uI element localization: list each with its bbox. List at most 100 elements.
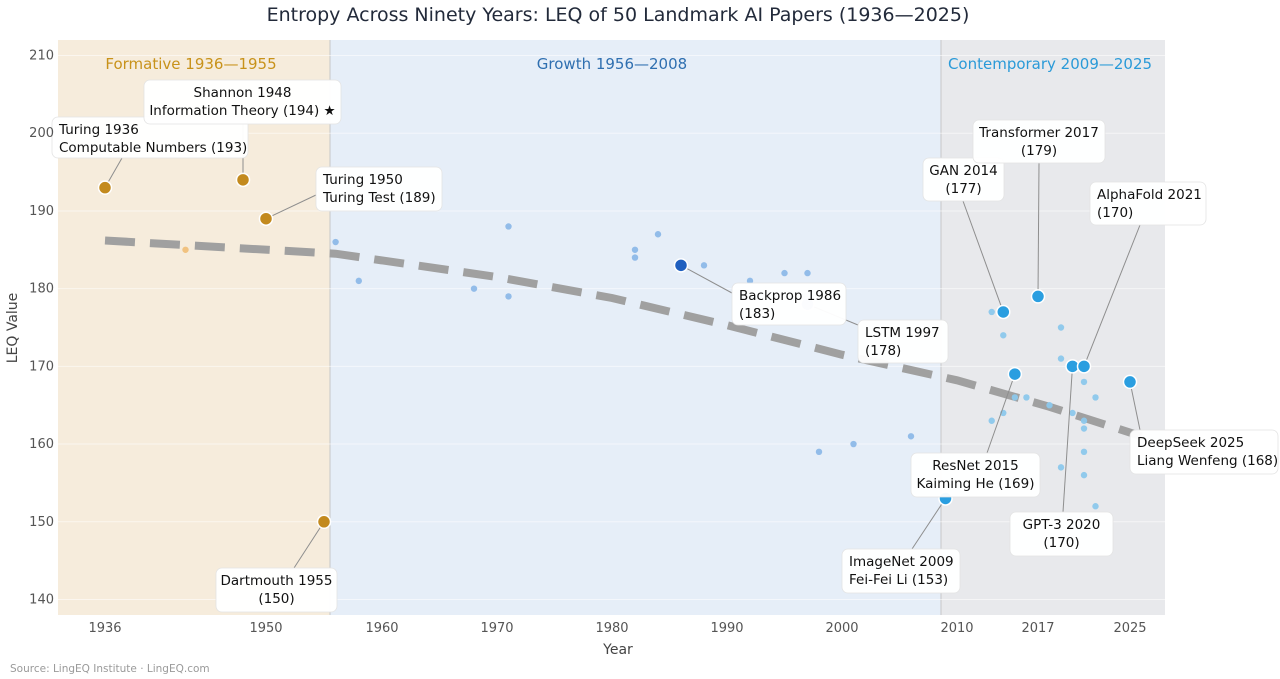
highlight-point-11	[1076, 359, 1092, 374]
scatter-point-31	[1080, 471, 1088, 479]
connector-2	[265, 194, 317, 220]
connector-12	[1129, 381, 1141, 431]
scatter-point-32	[1092, 394, 1099, 401]
annotation-text-9-1: (179)	[1021, 143, 1057, 159]
axes: 140 150 160 170 180 190 200 210 1936 1950 1960 1970…	[29, 49, 1146, 636]
annotation-11: AlphaFold 2021 (170)	[1089, 181, 1207, 226]
x-tick-label-7: 2010	[940, 621, 973, 636]
trend-line	[104, 236, 1143, 441]
annotation-10: GPT-3 2020 (170)	[1009, 511, 1114, 557]
scatter-point-21	[1023, 394, 1030, 401]
era-label-0: Formative 1936—1955	[105, 55, 276, 73]
annotation-box-9	[972, 119, 1106, 164]
annotation-box-12	[1129, 429, 1279, 475]
annotation-text-1-1: Information Theory (194) ★	[149, 103, 335, 119]
annotation-12: DeepSeek 2025 Liang Wenfeng (168)	[1129, 429, 1279, 475]
annotation-text-11-0: AlphaFold 2021	[1097, 187, 1202, 203]
scatter-point-17	[1000, 332, 1007, 339]
x-tick-label-8: 2017	[1021, 621, 1054, 636]
y-tick-label-3: 170	[29, 359, 54, 374]
highlight-point-2	[258, 211, 274, 226]
trend-path	[104, 236, 1143, 441]
connector-7	[962, 200, 1004, 313]
chart-title: Entropy Across Ninety Years: LEQ of 50 L…	[267, 4, 970, 26]
annotation-text-7-1: (177)	[945, 181, 981, 197]
x-tick-label-6: 2000	[825, 621, 858, 636]
scatter-point-28	[1080, 378, 1088, 386]
x-tick-label-5: 1990	[710, 621, 743, 636]
annotation-text-8-1: Kaiming He (169)	[916, 476, 1034, 492]
x-tick-label-0: 1936	[88, 621, 121, 636]
y-tick-label-7: 210	[29, 49, 54, 64]
annotation-box-5	[857, 319, 949, 364]
scatter-point-27	[1080, 417, 1088, 424]
scatter-point-30	[1080, 448, 1088, 456]
highlight-point-1	[235, 172, 251, 188]
scatter-point-24	[1057, 355, 1065, 362]
scatter-point-15	[907, 433, 915, 440]
scatter-point-22	[1046, 402, 1053, 409]
annotation-text-8-0: ResNet 2015	[932, 458, 1018, 474]
annotation-4: Backprop 1986 (183)	[731, 282, 847, 326]
annotation-box-4	[731, 282, 847, 326]
connector-9	[1037, 162, 1040, 297]
annotation-text-1-0: Shannon 1948	[194, 85, 292, 101]
annotation-2: Turing 1950 Turing Test (189)	[315, 166, 443, 212]
x-tick-label-1: 1950	[249, 621, 282, 636]
annotation-text-12-1: Liang Wenfeng (168)	[1137, 453, 1278, 469]
annotations: Turing 1936 Computable Numbers (193) Shann…	[51, 79, 1279, 613]
connector-11	[1083, 224, 1141, 367]
annotation-box-1	[143, 79, 342, 125]
x-tick-label-4: 1980	[595, 621, 628, 636]
y-tick-label-1: 150	[29, 515, 54, 530]
annotation-box-6	[841, 548, 961, 594]
x-tick-label-3: 1970	[480, 621, 513, 636]
scatter-point-11	[781, 269, 788, 277]
scatter-point-2	[355, 277, 362, 285]
scatter-point-26	[1069, 409, 1076, 417]
highlight-point-8	[1007, 366, 1023, 382]
connector-6	[911, 498, 946, 550]
annotation-box-11	[1089, 181, 1207, 226]
connector-3	[293, 521, 325, 569]
annotation-box-7	[922, 157, 1005, 202]
scatter-point-18	[988, 417, 995, 424]
annotation-5: LSTM 1997 (178)	[857, 319, 949, 364]
x-tick-label-2: 1960	[365, 621, 398, 636]
scatter-point-33	[1092, 503, 1099, 510]
annotation-8: ResNet 2015 Kaiming He (169)	[910, 452, 1041, 498]
annotation-9: Transformer 2017 (179)	[972, 119, 1106, 164]
annotation-text-9-0: Transformer 2017	[978, 125, 1099, 141]
y-tick-label-2: 160	[29, 437, 54, 452]
annotation-7: GAN 2014 (177)	[922, 157, 1005, 202]
y-tick-label-6: 200	[29, 126, 54, 141]
annotation-1: Shannon 1948 Information Theory (194) ★	[143, 79, 342, 125]
annotation-text-10-1: (170)	[1043, 535, 1079, 551]
scatter-point-14	[850, 440, 857, 448]
scatter-point-6	[631, 246, 639, 253]
annotation-3: Dartmouth 1955 (150)	[215, 567, 338, 613]
y-axis-label: LEQ Value	[5, 293, 21, 364]
x-tick-label-9: 2025	[1113, 621, 1146, 636]
annotation-text-3-1: (150)	[258, 591, 294, 607]
scatter-point-8	[654, 231, 662, 238]
y-tick-label-0: 140	[29, 592, 54, 607]
annotation-text-5-1: (178)	[865, 343, 901, 359]
connector-8	[986, 373, 1016, 454]
annotation-text-10-0: GPT-3 2020	[1023, 517, 1101, 533]
annotation-connectors	[104, 124, 1141, 569]
scatter-point-0	[182, 246, 189, 253]
annotation-text-6-1: Fei-Fei Li (153)	[849, 572, 948, 588]
annotation-box-10	[1009, 511, 1114, 557]
annotation-text-7-0: GAN 2014	[929, 163, 997, 179]
annotation-text-0-0: Turing 1936	[58, 122, 139, 138]
x-axis-label: Year	[602, 642, 633, 658]
scatter-point-9	[700, 262, 708, 269]
scatter-point-4	[505, 223, 512, 230]
highlight-point-4	[673, 258, 689, 273]
annotation-text-5-0: LSTM 1997	[865, 325, 940, 341]
annotation-text-3-0: Dartmouth 1955	[221, 573, 333, 589]
scatter-points	[182, 223, 1099, 510]
annotation-box-3	[215, 567, 338, 613]
